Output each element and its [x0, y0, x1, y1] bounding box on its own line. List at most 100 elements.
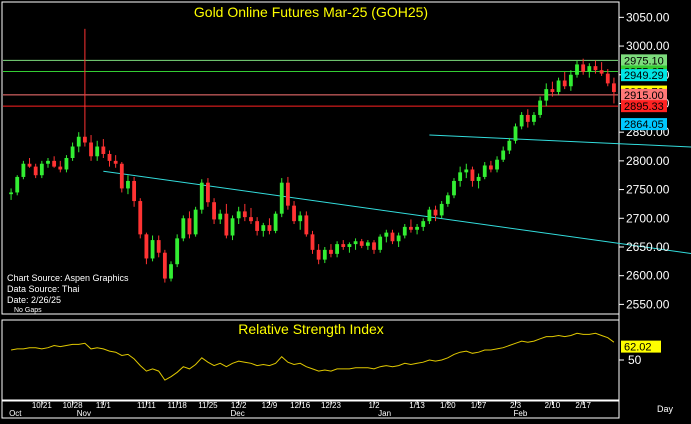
candle-body	[464, 169, 469, 173]
candle-body	[593, 66, 598, 71]
candle	[285, 176, 290, 210]
candle	[568, 70, 573, 91]
candle-body	[550, 89, 555, 92]
candle-body	[544, 89, 549, 101]
candle	[409, 219, 413, 233]
candle-body	[33, 166, 38, 176]
candle	[82, 28, 87, 147]
candle	[612, 77, 616, 104]
candle-body	[162, 252, 167, 279]
candle	[439, 201, 444, 219]
candle-body	[605, 73, 610, 84]
candle	[322, 246, 327, 264]
candle	[341, 240, 346, 250]
x-axis: 10/21 10/28 11/1 11/11 11/18 11/25 12/2 12/9 12/…	[9, 401, 591, 418]
candle	[304, 211, 309, 237]
candle-body	[433, 209, 438, 216]
candle	[507, 137, 512, 154]
candle	[335, 241, 340, 258]
candle-body	[119, 163, 124, 189]
candle	[76, 132, 81, 153]
candle-body	[199, 182, 204, 210]
candle-body	[488, 165, 493, 170]
candle-body	[230, 218, 235, 236]
candle	[433, 205, 438, 222]
y-tick-label: 2800.00	[626, 154, 670, 168]
rsi-last-text: 62.02	[624, 342, 652, 354]
candle-body	[365, 242, 370, 246]
candle-body	[421, 221, 426, 227]
candle	[58, 160, 63, 173]
candle-body	[384, 232, 389, 237]
horizontal-levels	[3, 59, 618, 107]
month-label: Feb	[514, 409, 528, 418]
candle	[64, 155, 69, 173]
candle-body	[273, 213, 278, 231]
candle-body	[415, 226, 419, 230]
candle	[329, 244, 333, 258]
candles	[9, 28, 616, 283]
rsi-line	[11, 332, 615, 381]
candle	[292, 201, 296, 225]
candle	[144, 232, 149, 265]
y-tick-label: 2750.00	[626, 183, 670, 197]
candle	[544, 83, 549, 107]
candle-body	[445, 195, 450, 204]
candle-body	[458, 172, 463, 181]
candle-body	[562, 80, 567, 87]
candle	[495, 156, 499, 173]
x-tick-label: 12/23	[321, 401, 342, 410]
candle-body	[532, 114, 536, 122]
candle-body	[587, 66, 592, 72]
candle-body	[242, 211, 247, 218]
rsi-series	[11, 332, 615, 381]
candle	[267, 218, 272, 235]
candle-body	[144, 234, 149, 259]
candle-body	[15, 176, 20, 193]
candle	[15, 175, 20, 196]
candle-body	[612, 83, 616, 92]
candle	[390, 229, 395, 245]
candle-body	[513, 126, 518, 141]
y-tick-label: 2600.00	[626, 269, 670, 283]
info-date: Date: 2/26/25	[7, 295, 61, 305]
candle-body	[261, 225, 266, 231]
candle-body	[341, 244, 346, 247]
candle-body	[181, 218, 186, 239]
candle-body	[568, 74, 573, 87]
y-tick-label: 2700.00	[626, 211, 670, 225]
candle	[599, 62, 604, 76]
info-data-source: Data Source: Thai	[7, 284, 79, 294]
candle	[538, 96, 543, 118]
candle-body	[249, 217, 253, 222]
x-tick-label: 11/25	[198, 401, 218, 410]
candle-body	[310, 234, 315, 250]
chart-title: Gold Online Futures Mar-25 (GOH25)	[194, 4, 428, 20]
month-label: Dec	[231, 409, 245, 418]
candle	[46, 158, 50, 168]
candle-body	[409, 226, 413, 230]
candle-body	[439, 203, 444, 216]
candle	[206, 178, 210, 207]
candle	[581, 58, 586, 75]
candle	[470, 166, 475, 187]
candle	[132, 176, 137, 207]
price-label-box	[621, 88, 667, 101]
candle-body	[538, 100, 543, 115]
candle-body	[402, 226, 407, 236]
candle-body	[353, 241, 358, 245]
candle	[9, 188, 13, 200]
price-label-text: 2949.29	[624, 70, 664, 82]
candle	[101, 139, 106, 158]
candle	[384, 229, 389, 243]
candle	[310, 230, 315, 254]
candle	[532, 112, 536, 126]
info-source: Chart Source: Aspen Graphics	[7, 273, 129, 283]
x-tick-label: 1/2	[368, 401, 380, 410]
x-tick-label: 1/27	[471, 401, 487, 410]
candle	[605, 69, 610, 87]
price-label: 2975.10	[621, 54, 667, 67]
candle-body	[347, 244, 352, 247]
candle-body	[304, 215, 309, 235]
price-label: 2895.33	[621, 100, 667, 113]
